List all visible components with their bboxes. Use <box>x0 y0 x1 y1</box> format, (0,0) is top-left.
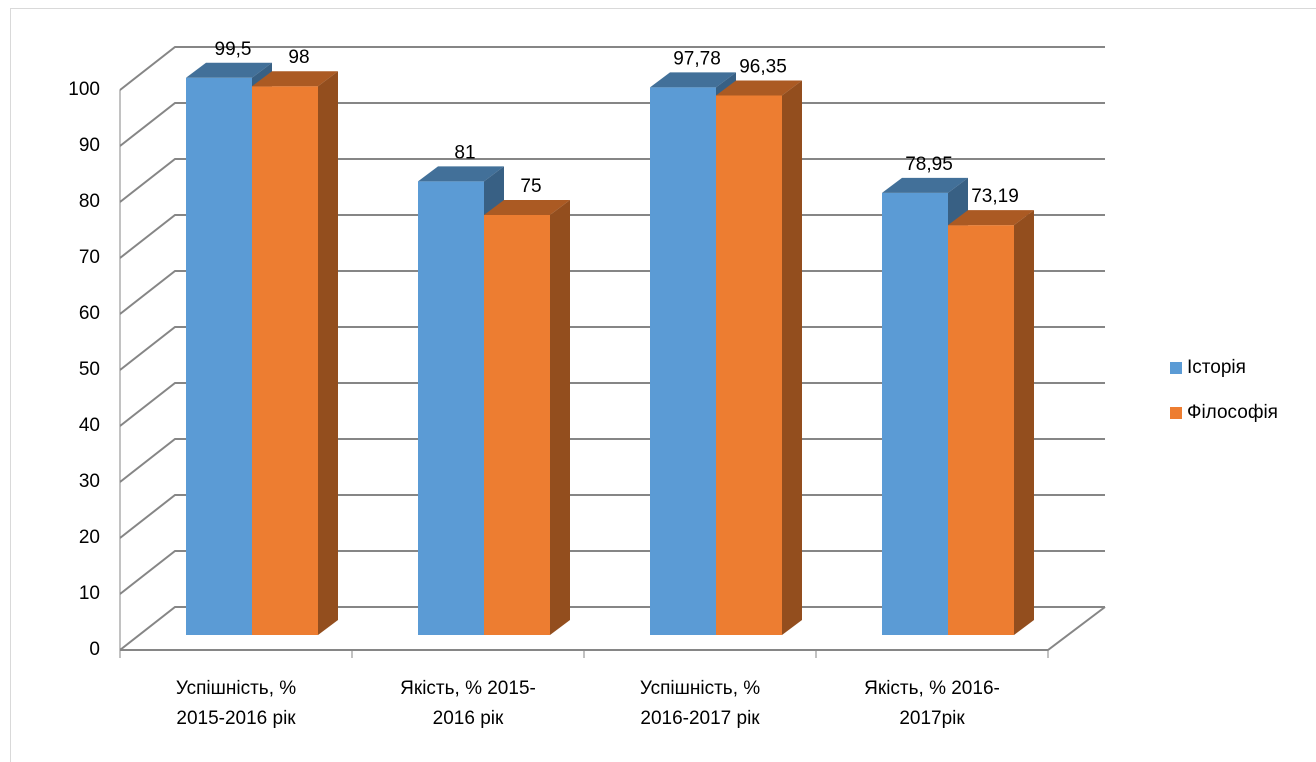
y-tick-label: 50 <box>79 359 100 380</box>
grid-line <box>119 46 1105 91</box>
y-tick-label: 60 <box>79 303 100 324</box>
bar-front <box>650 87 716 635</box>
y-tick-label: 70 <box>79 247 100 268</box>
y-tick-label: 20 <box>79 527 100 548</box>
x-tick-label: Якість, % 2016- 2017рік <box>864 678 1000 729</box>
y-tick-label: 0 <box>89 639 100 660</box>
x-tick-label: Успішність, % 2016-2017 рік <box>639 678 761 729</box>
data-label: 99,5 <box>215 39 252 60</box>
y-tick-label: 40 <box>79 415 100 436</box>
data-label: 75 <box>520 176 541 197</box>
bar-front <box>418 181 484 635</box>
y-tick-label: 90 <box>79 135 100 156</box>
bar-front <box>252 86 318 635</box>
bar-front <box>948 225 1014 636</box>
bar-top <box>948 210 1034 226</box>
bar-side <box>550 200 570 635</box>
y-tick-label: 100 <box>68 79 100 100</box>
bar-top <box>484 200 570 215</box>
bar-top <box>186 62 272 78</box>
bar <box>948 210 1034 636</box>
bar-front <box>186 77 252 636</box>
legend-label: Історія <box>1187 357 1246 378</box>
y-tick-label: 10 <box>79 583 100 604</box>
y-tick-label: 30 <box>79 471 100 492</box>
data-label: 97,78 <box>673 48 721 69</box>
bar-top <box>650 72 736 88</box>
legend-swatch <box>1170 407 1182 419</box>
bar-side <box>1014 210 1034 636</box>
bar-front <box>484 215 550 635</box>
bar-front <box>716 95 782 635</box>
bar <box>716 80 802 635</box>
data-label: 98 <box>288 47 309 68</box>
bar-side <box>318 71 338 635</box>
bar-top <box>716 80 802 96</box>
bar-top <box>252 71 338 87</box>
bar-side <box>782 80 802 635</box>
bar <box>252 71 338 635</box>
bar-top <box>882 177 968 193</box>
data-label: 73,19 <box>971 186 1019 207</box>
data-label: 78,95 <box>905 154 953 175</box>
legend-swatch <box>1170 362 1182 374</box>
bar-front <box>882 192 948 635</box>
data-label: 96,35 <box>739 56 787 77</box>
x-tick-label: Якість, % 2015- 2016 рік <box>400 678 536 729</box>
legend-label: Філософія <box>1187 402 1278 423</box>
data-label: 81 <box>454 142 475 163</box>
y-tick-label: 80 <box>79 191 100 212</box>
chart-border <box>10 8 1316 762</box>
bar <box>484 200 570 635</box>
x-tick-label: Успішність, % 2015-2016 рік <box>175 678 297 729</box>
bar-top <box>418 166 504 182</box>
